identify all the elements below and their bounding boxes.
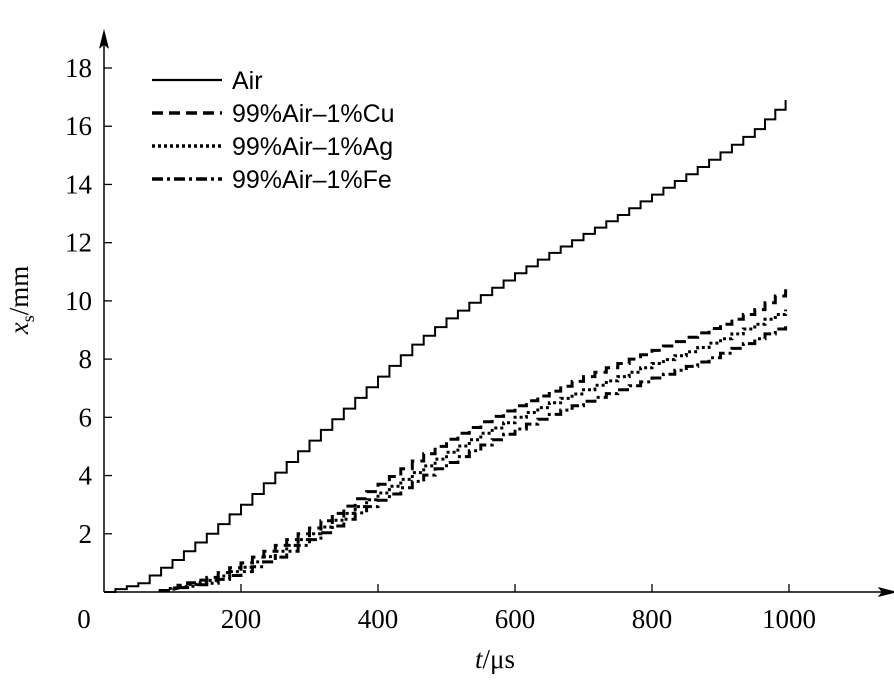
- x-axis-unit: /μs: [483, 644, 515, 674]
- x-tick-label: 400: [358, 604, 399, 634]
- y-axis-label: xs/mm: [4, 266, 38, 336]
- series-line-solid: [104, 100, 787, 593]
- y-tick-label: 12: [65, 228, 92, 258]
- y-tick-label: 14: [65, 169, 93, 199]
- y-axis-unit: /mm: [4, 266, 34, 316]
- legend-label: 99%Air–1%Fe: [232, 166, 392, 194]
- y-tick-label: 10: [65, 286, 92, 316]
- origin-label: 0: [77, 604, 91, 634]
- y-tick-label: 2: [79, 519, 93, 549]
- y-axis-subscript: s: [18, 315, 38, 322]
- x-axis-label: t/μs: [475, 644, 515, 674]
- x-tick-label: 1000: [762, 604, 816, 634]
- legend-label: Air: [232, 67, 263, 95]
- series-line-dotted: [158, 309, 788, 592]
- series-line-dashdot: [158, 324, 788, 592]
- y-tick-label: 6: [79, 402, 93, 432]
- y-tick-label: 8: [79, 344, 93, 374]
- x-axis-arrow: [877, 587, 894, 597]
- legend: Air 99%Air–1%Cu 99%Air–1%Ag 99%Air–1%Fe: [152, 67, 395, 194]
- x-tick-label: 600: [495, 604, 536, 634]
- axis-titles: t/μs xs/mm: [4, 266, 515, 674]
- y-tick-label: 16: [65, 111, 92, 141]
- y-tick-label: 4: [79, 461, 93, 491]
- x-axis-var: t: [475, 644, 484, 674]
- y-tick-label: 18: [65, 53, 92, 83]
- legend-label: 99%Air–1%Ag: [232, 133, 393, 161]
- axes: 200 400 600 800 1000 2 4 6 8 10 12 14 16 18 0: [65, 28, 894, 634]
- plot-series: [104, 100, 788, 593]
- legend-label: 99%Air–1%Cu: [232, 100, 395, 128]
- y-axis-arrow: [99, 28, 109, 49]
- x-tick-label: 800: [632, 604, 673, 634]
- y-axis-var: x: [4, 322, 34, 335]
- x-tick-label: 200: [221, 604, 262, 634]
